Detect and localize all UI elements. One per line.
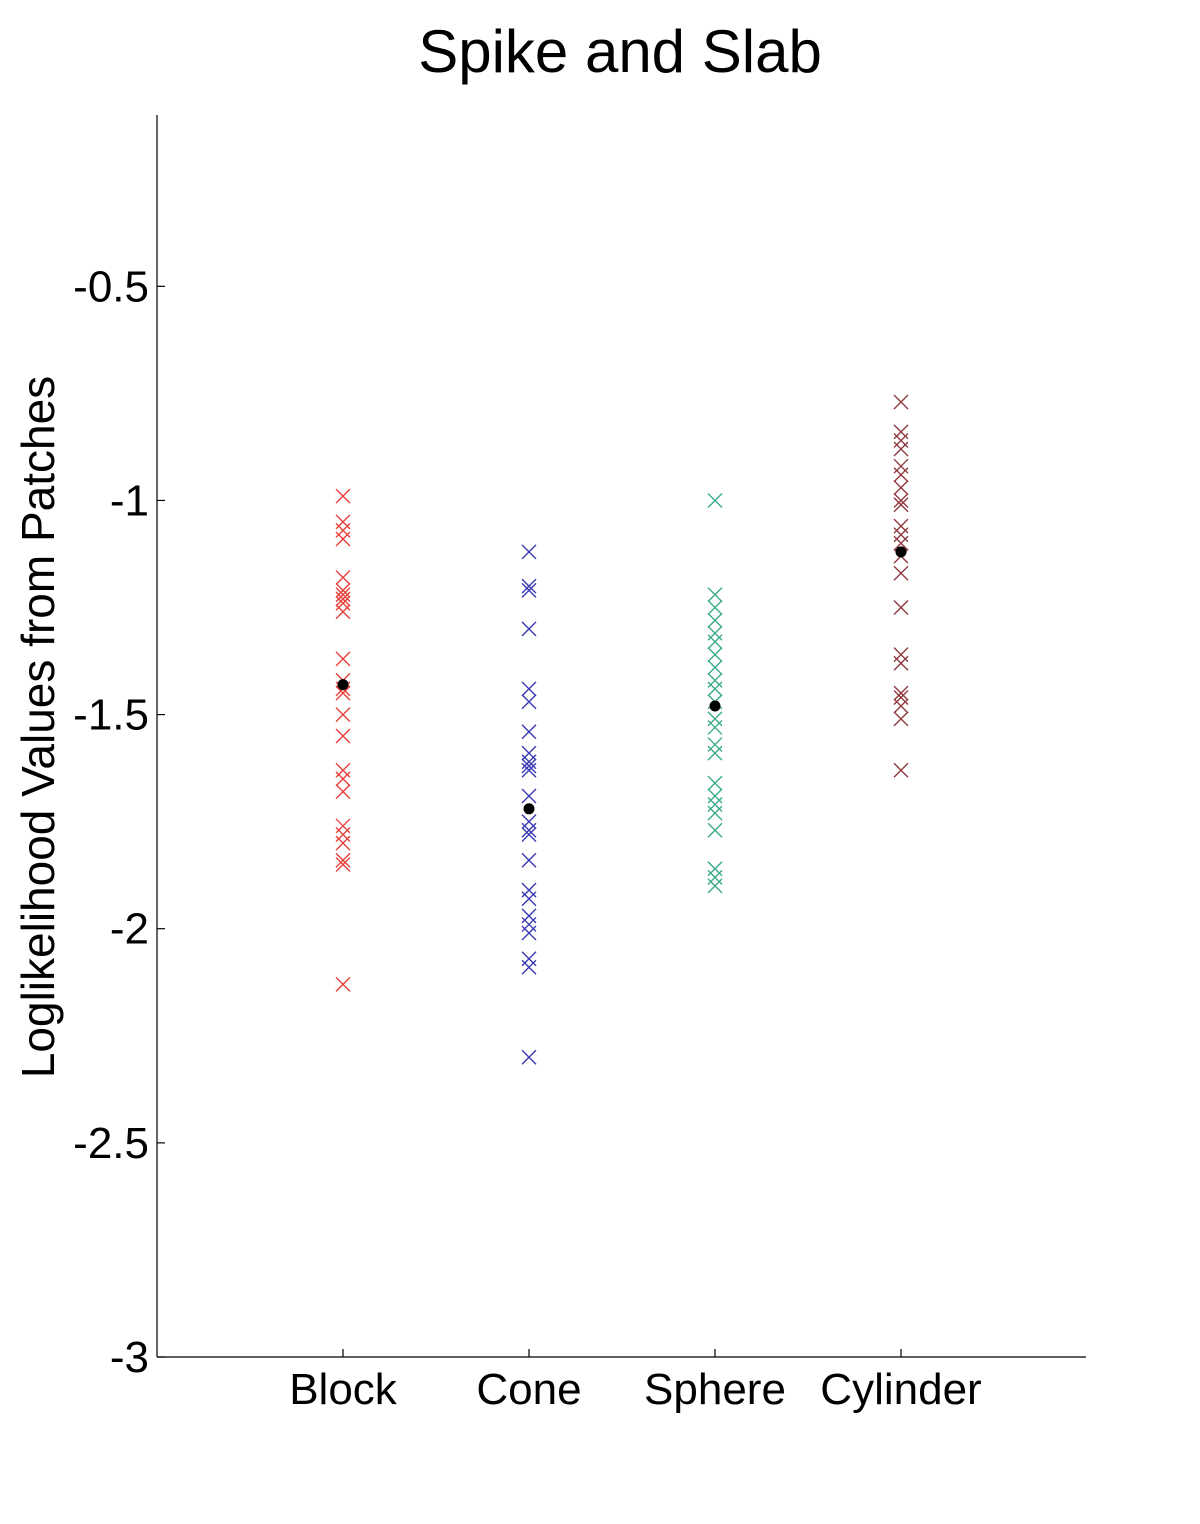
- y-tick-label: -1: [110, 476, 149, 525]
- y-tick-label: -3: [110, 1333, 149, 1382]
- data-point-x-marker: [521, 582, 537, 598]
- data-point-x-marker: [893, 467, 909, 483]
- data-point-x-marker: [707, 659, 723, 675]
- data-point-x-marker: [893, 394, 909, 410]
- data-point-x-marker: [335, 976, 351, 992]
- data-point-x-marker: [335, 651, 351, 667]
- data-point-x-marker: [521, 852, 537, 868]
- data-point-x-marker: [893, 685, 909, 701]
- series-cone: [521, 544, 537, 1065]
- data-point-x-marker: [893, 535, 909, 551]
- data-point-x-marker: [707, 681, 723, 697]
- series-block: [335, 488, 351, 992]
- data-point-x-marker: [893, 441, 909, 457]
- data-point-x-marker: [707, 878, 723, 894]
- axes: -3 -2.5 -2 -1.5 -1 -0.5 Block Cone Sphere Cylinde…: [73, 115, 1086, 1414]
- data-point-x-marker: [521, 788, 537, 804]
- data-point-x-marker: [335, 591, 351, 607]
- data-point-x-marker: [521, 925, 537, 941]
- data-point-x-marker: [707, 647, 723, 663]
- data-point-x-marker: [893, 565, 909, 581]
- data-point-x-marker: [335, 685, 351, 701]
- data-point-x-marker: [893, 762, 909, 778]
- data-point-x-marker: [521, 1049, 537, 1065]
- x-tick-label-sphere: Sphere: [644, 1365, 786, 1414]
- y-tick-label: -0.5: [73, 262, 149, 311]
- data-point-x-marker: [521, 694, 537, 710]
- data-point-x-marker: [335, 707, 351, 723]
- data-point-x-marker: [893, 655, 909, 671]
- data-point-x-marker: [521, 827, 537, 842]
- data-point-x-marker: [893, 698, 909, 714]
- data-point-x-marker: [893, 480, 909, 496]
- data-point-x-marker: [521, 578, 537, 594]
- x-tick-label-cylinder: Cylinder: [820, 1365, 981, 1414]
- data-point-x-marker: [707, 745, 723, 761]
- data-point-x-marker: [521, 621, 537, 637]
- data-point-x-marker: [521, 891, 537, 907]
- data-point-x-marker: [893, 492, 909, 508]
- data-point-x-marker: [335, 531, 351, 547]
- data-point-x-marker: [335, 784, 351, 800]
- y-axis-label: Loglikelihood Values from Patches: [12, 376, 64, 1078]
- data-point-x-marker: [335, 852, 351, 868]
- data-point-x-marker: [707, 587, 723, 603]
- data-point-x-marker: [335, 771, 351, 787]
- data-point-x-marker: [521, 724, 537, 740]
- data-point-x-marker: [893, 600, 909, 616]
- data-point-x-marker: [521, 758, 537, 774]
- x-tick-label-block: Block: [289, 1365, 398, 1414]
- data-point-x-marker: [335, 488, 351, 504]
- data-point-x-marker: [707, 600, 723, 616]
- data-point-x-marker: [893, 497, 909, 513]
- plot-marks: [335, 394, 909, 1065]
- x-tick-label-cone: Cone: [476, 1365, 581, 1414]
- data-point-x-marker: [707, 492, 723, 508]
- data-point-x-marker: [521, 822, 537, 838]
- mean-marker-cylinder: [895, 546, 907, 558]
- data-point-x-marker: [707, 822, 723, 838]
- data-point-x-marker: [707, 612, 723, 628]
- chart-title: Spike and Slab: [418, 18, 822, 85]
- mean-marker-cone: [523, 803, 535, 815]
- data-point-x-marker: [521, 544, 537, 560]
- data-point-x-marker: [893, 711, 909, 727]
- data-point-x-marker: [707, 634, 723, 650]
- data-point-x-marker: [335, 835, 351, 851]
- mean-marker-block: [337, 679, 349, 691]
- data-point-x-marker: [335, 856, 351, 872]
- data-point-x-marker: [521, 681, 537, 697]
- data-point-x-marker: [335, 604, 351, 620]
- series-sphere: [707, 492, 723, 894]
- data-point-x-marker: [521, 762, 537, 778]
- y-tick-label: -2.5: [73, 1119, 149, 1168]
- data-point-x-marker: [707, 805, 723, 821]
- y-tick-label: -1.5: [73, 691, 149, 740]
- series-cylinder: [893, 394, 909, 778]
- data-point-x-marker: [335, 728, 351, 744]
- data-point-x-marker: [335, 570, 351, 586]
- mean-marker-sphere: [709, 700, 721, 712]
- y-tick-label: -2: [110, 905, 149, 954]
- data-point-x-marker: [707, 719, 723, 735]
- data-point-x-marker: [707, 775, 723, 791]
- data-point-x-marker: [521, 959, 537, 975]
